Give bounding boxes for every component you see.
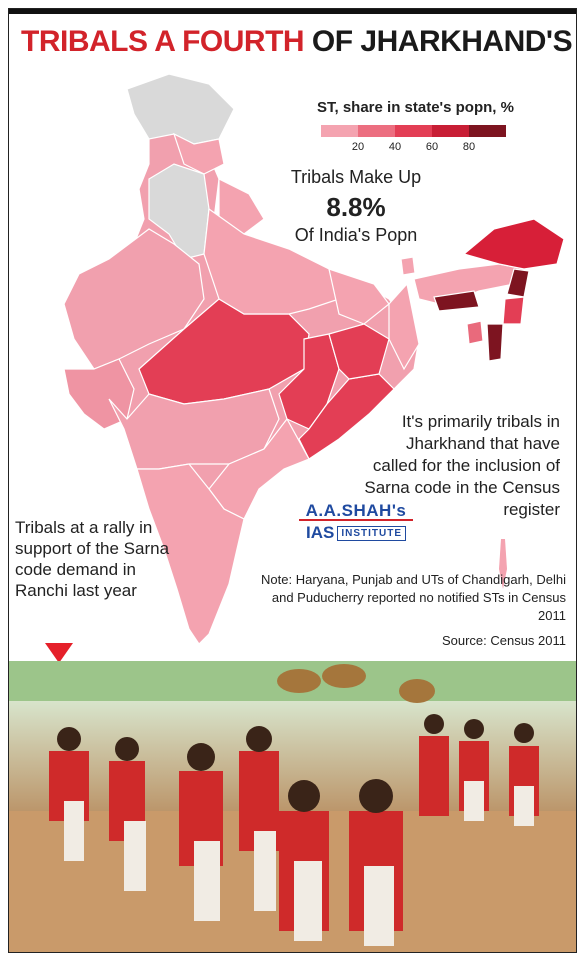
headline-part-red: TRIBALS A FOURTH [21, 25, 305, 58]
footnote: Note: Haryana, Punjab and UTs of Chandig… [261, 572, 566, 623]
bihar [328, 268, 390, 325]
assam [413, 263, 525, 305]
institute-logo: A.A.SHAH's IAS INSTITUTE [299, 501, 413, 543]
rally-photo [9, 661, 576, 952]
south-states [136, 463, 245, 645]
headline-part-dark: OF JHARKHAND'S POPN [311, 25, 576, 58]
manipur [502, 296, 525, 325]
legend-tick-20: 20 [351, 141, 365, 153]
logo-bar [299, 519, 413, 521]
sikkim [400, 256, 416, 276]
infographic: TRIBALS A FOURTH OF JHARKHAND'S POPN [8, 8, 577, 953]
pointer-arrow-icon [45, 643, 73, 663]
jammu-kashmir [126, 73, 235, 145]
arunachal [462, 218, 565, 270]
photo-caption: Tribals at a rally in support of the Sar… [15, 518, 170, 600]
legend-tick-40: 40 [388, 141, 402, 153]
west-bengal [388, 282, 420, 371]
logo-name: A.A.SHAH's [305, 501, 407, 520]
legend-swatch-0 [321, 125, 358, 137]
color-legend [321, 125, 506, 137]
logo-ias: IAS [305, 523, 335, 542]
india-stat: Tribals Make Up 8.8% Of India's Popn [261, 167, 451, 246]
himachal [172, 132, 225, 175]
uttarakhand [218, 178, 265, 235]
legend-ticks: 20 40 60 80 [321, 141, 543, 157]
annotation-text: It's primarily tribals in Jharkhand that… [364, 412, 560, 519]
uttar-pradesh [203, 207, 340, 315]
stat-line1: Tribals Make Up [290, 167, 422, 187]
legend-swatch-4 [469, 125, 506, 137]
stat-value: 8.8% [326, 192, 386, 222]
stat-line3: Of India's Popn [294, 225, 418, 245]
tripura [466, 320, 484, 345]
source-line: Source: Census 2011 [441, 633, 566, 648]
legend-swatch-1 [358, 125, 395, 137]
logo-institute: INSTITUTE [337, 525, 406, 541]
top-rule [9, 9, 576, 14]
legend-tick-60: 60 [425, 141, 439, 153]
headline: TRIBALS A FOURTH OF JHARKHAND'S POPN [21, 25, 576, 59]
legend-swatch-2 [395, 125, 432, 137]
legend-title: ST, share in state's popn, % [317, 99, 514, 116]
andaman-islands [499, 539, 507, 589]
india-st-share-map [63, 73, 565, 645]
rally-photo-illustration [9, 661, 576, 952]
legend-swatch-3 [432, 125, 469, 137]
legend-tick-80: 80 [462, 141, 476, 153]
meghalaya [433, 290, 480, 312]
mizoram [486, 323, 504, 362]
